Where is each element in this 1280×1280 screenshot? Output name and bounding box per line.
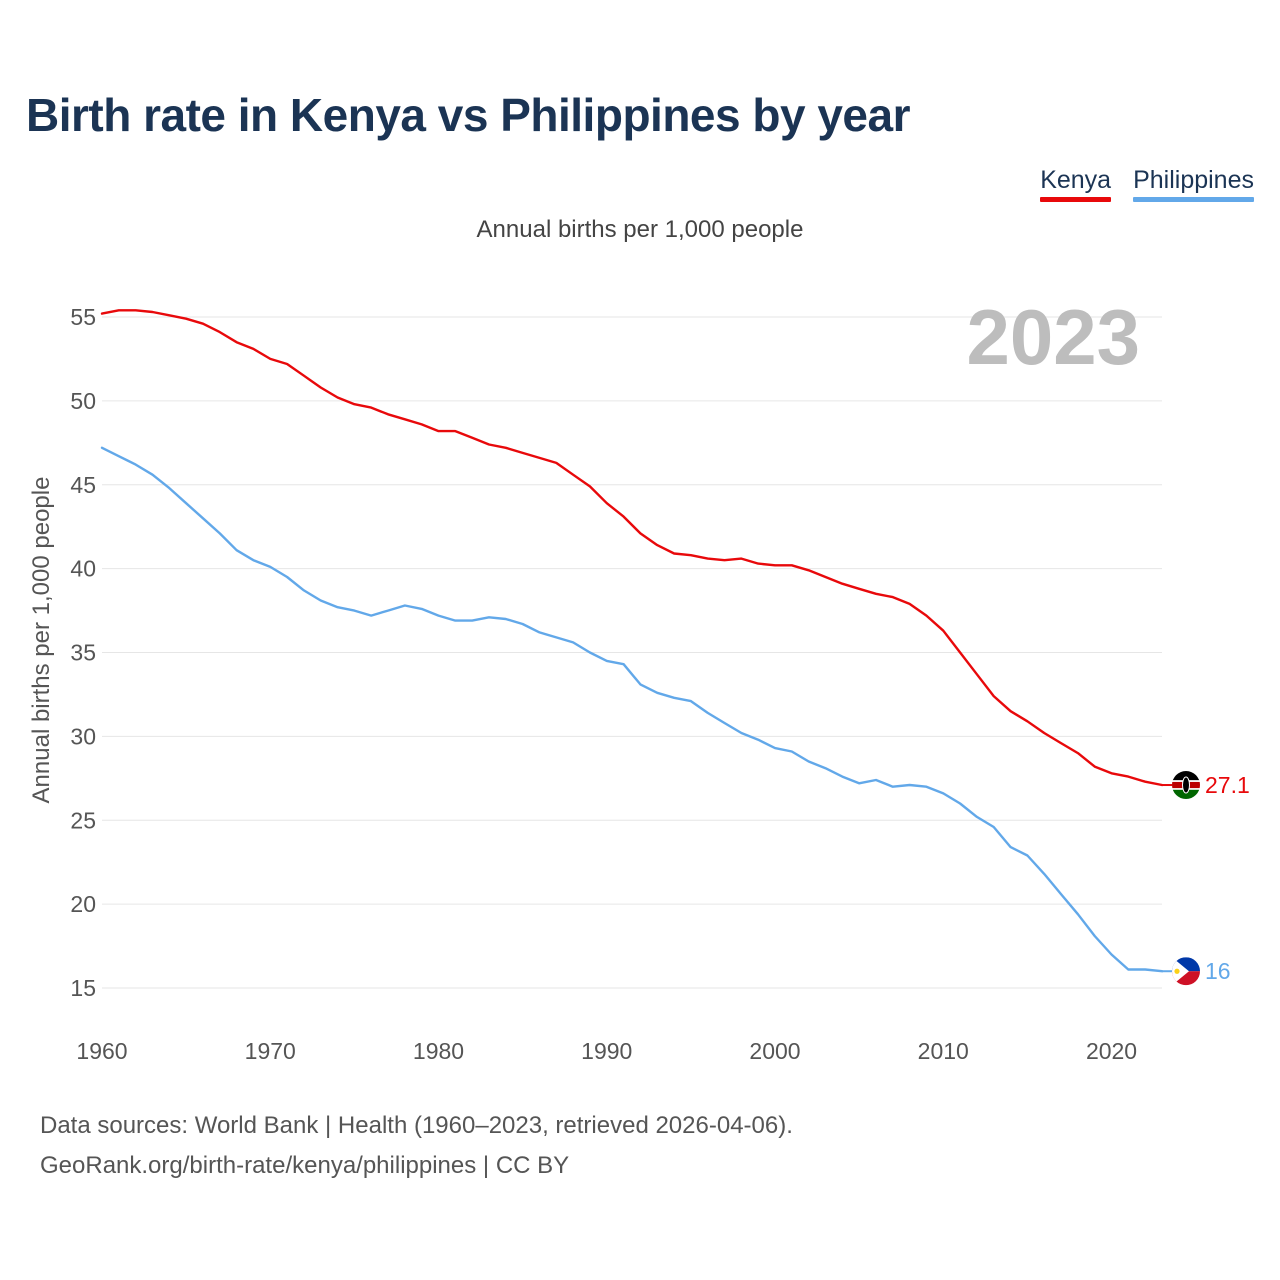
- x-tick-1970: 1970: [245, 1038, 296, 1064]
- legend-swatch-kenya: [1040, 197, 1112, 202]
- y-tick-30: 30: [70, 723, 96, 749]
- x-tick-1990: 1990: [581, 1038, 632, 1064]
- source-line-1: Data sources: World Bank | Health (1960–…: [40, 1112, 793, 1139]
- x-tick-2020: 2020: [1086, 1038, 1137, 1064]
- legend-item-kenya[interactable]: Kenya: [1040, 166, 1112, 204]
- x-tick-1960: 1960: [76, 1038, 127, 1064]
- y-tick-20: 20: [70, 891, 96, 917]
- legend-swatch-philippines: [1133, 197, 1254, 202]
- y-tick-40: 40: [70, 556, 96, 582]
- data-source: Data sources: World Bank | Health (1960–…: [40, 1106, 793, 1186]
- chart-subtitle: Annual births per 1,000 people: [476, 216, 804, 243]
- x-tick-2010: 2010: [918, 1038, 969, 1064]
- source-line-2[interactable]: GeoRank.org/birth-rate/kenya/philippines…: [40, 1152, 570, 1179]
- y-tick-55: 55: [70, 304, 96, 330]
- series-line-kenya: [100, 309, 1164, 787]
- legend: Kenya Philippines: [1040, 166, 1254, 204]
- kenya-flag-icon: [1172, 771, 1200, 800]
- year-watermark: 2023: [966, 293, 1140, 381]
- legend-label-kenya: Kenya: [1040, 166, 1112, 194]
- y-tick-45: 45: [70, 472, 96, 498]
- end-label-kenya: 27.1: [1205, 772, 1250, 798]
- end-label-philippines: 16: [1205, 958, 1231, 984]
- chart-title: Birth rate in Kenya vs Philippines by ye…: [26, 89, 910, 141]
- y-tick-15: 15: [70, 975, 96, 1001]
- y-tick-25: 25: [70, 807, 96, 833]
- philippines-flag-icon: [1172, 957, 1200, 986]
- y-tick-50: 50: [70, 388, 96, 414]
- legend-item-philippines[interactable]: Philippines: [1133, 166, 1254, 204]
- x-tick-2000: 2000: [749, 1038, 800, 1064]
- x-tick-1980: 1980: [413, 1038, 464, 1064]
- legend-label-philippines: Philippines: [1133, 166, 1254, 194]
- y-tick-35: 35: [70, 640, 96, 666]
- series-line-philippines: [100, 446, 1164, 973]
